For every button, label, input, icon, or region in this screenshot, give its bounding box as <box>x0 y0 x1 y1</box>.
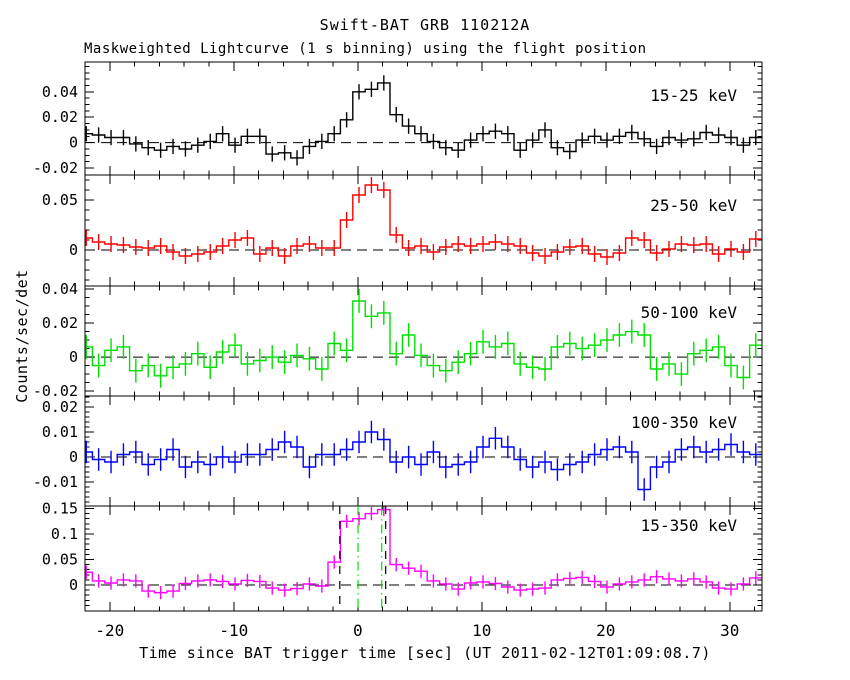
svg-text:0.02: 0.02 <box>42 398 78 416</box>
svg-text:0.02: 0.02 <box>42 108 78 126</box>
svg-text:15-25 keV: 15-25 keV <box>650 86 737 105</box>
chart-subtitle: Maskweighted Lightcurve (1 s binning) us… <box>84 41 647 57</box>
svg-text:-0.01: -0.01 <box>33 473 78 491</box>
svg-text:15-350 keV: 15-350 keV <box>641 516 738 535</box>
svg-text:0: 0 <box>69 241 78 259</box>
chart-title: Swift-BAT GRB 110212A <box>319 16 531 34</box>
svg-text:0.04: 0.04 <box>42 83 78 101</box>
svg-text:0: 0 <box>69 134 78 152</box>
svg-text:20: 20 <box>596 621 615 640</box>
svg-text:0.04: 0.04 <box>42 280 78 298</box>
svg-text:10: 10 <box>472 621 491 640</box>
svg-text:0.1: 0.1 <box>51 525 78 543</box>
svg-text:0: 0 <box>69 348 78 366</box>
svg-text:0: 0 <box>353 621 363 640</box>
svg-text:0.05: 0.05 <box>42 191 78 209</box>
svg-text:50-100 keV: 50-100 keV <box>641 303 738 322</box>
svg-text:0.15: 0.15 <box>42 500 78 518</box>
svg-text:-10: -10 <box>219 621 248 640</box>
svg-text:-0.02: -0.02 <box>33 159 78 177</box>
x-axis-label: Time since BAT trigger time [sec] (UT 20… <box>139 644 711 662</box>
svg-text:-20: -20 <box>95 621 124 640</box>
svg-text:0.05: 0.05 <box>42 551 78 569</box>
svg-text:30: 30 <box>720 621 739 640</box>
svg-text:0: 0 <box>69 576 78 594</box>
svg-text:0: 0 <box>69 448 78 466</box>
svg-text:-0.02: -0.02 <box>33 382 78 400</box>
svg-text:100-350 keV: 100-350 keV <box>631 413 737 432</box>
svg-text:0.01: 0.01 <box>42 423 78 441</box>
svg-text:0.02: 0.02 <box>42 314 78 332</box>
svg-text:25-50 keV: 25-50 keV <box>650 196 737 215</box>
